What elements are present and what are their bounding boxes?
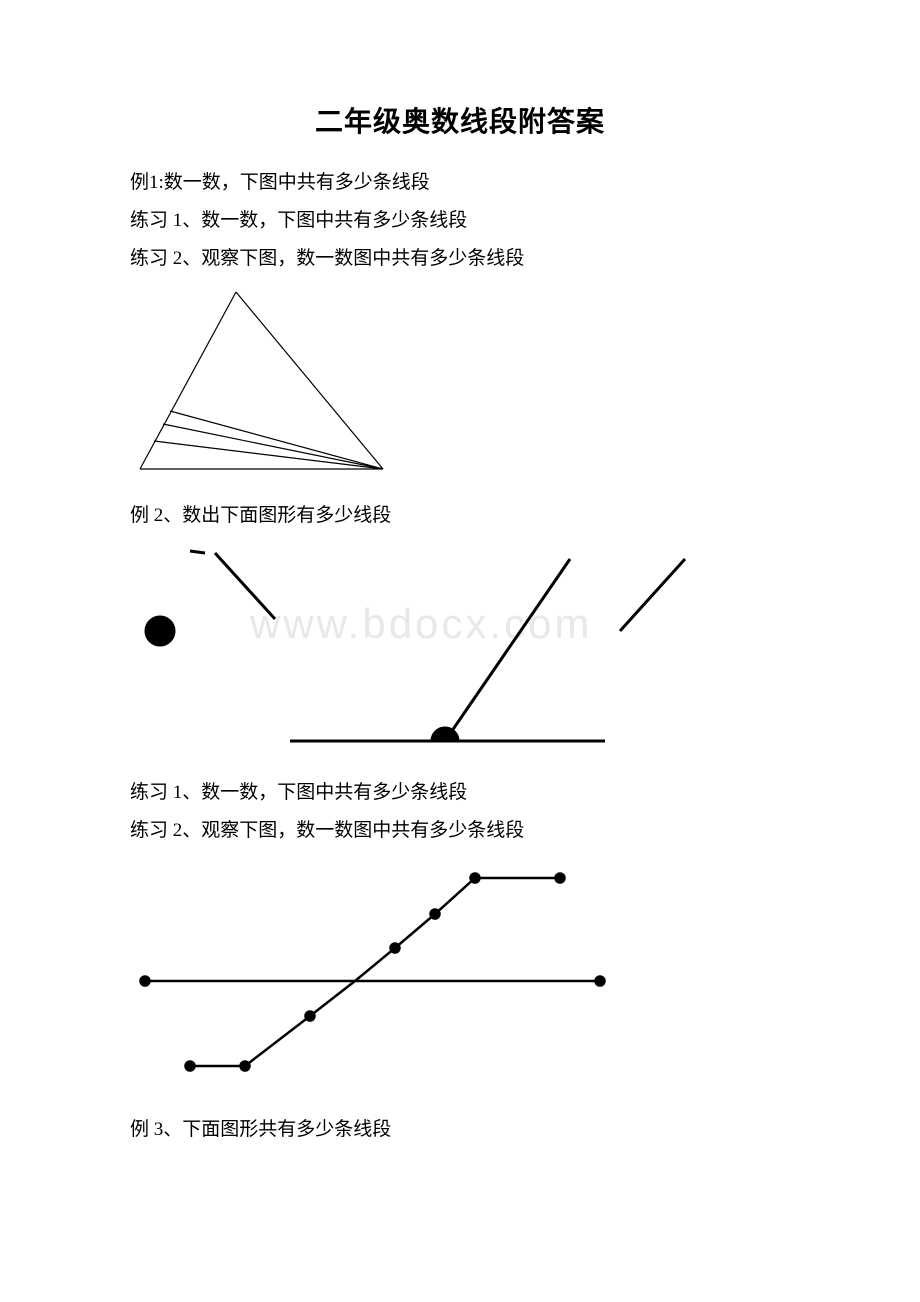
page-title: 二年级奥数线段附答案 [130, 100, 790, 140]
practice-1-1-text: 练习 1、数一数，下图中共有多少条线段 [130, 202, 790, 240]
example-2-text: 例 2、数出下面图形有多少线段 [130, 497, 790, 535]
example-3-text: 例 3、下面图形共有多少条线段 [130, 1111, 790, 1149]
dots-lines-svg [130, 541, 690, 761]
practice-2-1-text: 练习 1、数一数，下图中共有多少条线段 [130, 774, 790, 812]
document-content: 二年级奥数线段附答案 例1:数一数，下图中共有多少条线段 练习 1、数一数，下图… [130, 100, 790, 1149]
triangle-fan-figure [130, 284, 790, 489]
dots-lines-figure [130, 541, 790, 766]
practice-2-2-text: 练习 2、观察下图，数一数图中共有多少条线段 [130, 812, 790, 850]
cross-path-svg [130, 856, 610, 1086]
practice-1-2-text: 练习 2、观察下图，数一数图中共有多少条线段 [130, 240, 790, 278]
cross-path-figure [130, 856, 790, 1091]
triangle-fan-svg [130, 284, 390, 484]
example-1-text: 例1:数一数，下图中共有多少条线段 [130, 164, 790, 202]
